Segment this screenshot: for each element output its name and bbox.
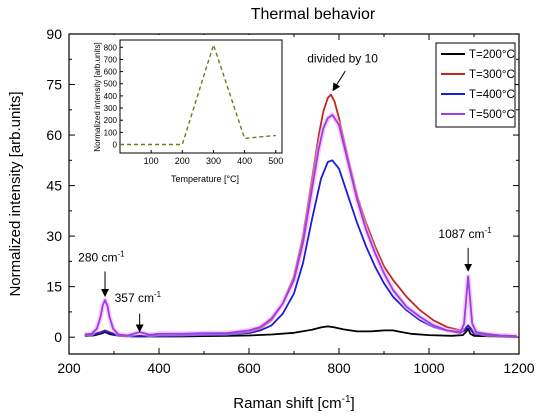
inset-series-line: [120, 42, 276, 146]
inset-y-tick-label: 100: [104, 128, 118, 137]
x-axis-label-superscript: -1: [342, 394, 351, 405]
ann-divided-arrow: [332, 70, 346, 92]
y-tick-label: 0: [54, 329, 62, 345]
y-axis-label: Normalized intensity [arb.units]: [7, 91, 24, 296]
inset-y-tick-label: 200: [104, 116, 118, 125]
x-axis-label: Raman shift [cm-1]: [233, 394, 354, 412]
inset-x-tick-label: 100: [144, 156, 159, 166]
ann-280-label: 280 cm-1: [78, 249, 125, 264]
inset-y-tick-label: 700: [104, 55, 118, 64]
inset-series-group: [120, 42, 276, 146]
inset-y-tick-label: 500: [104, 80, 118, 89]
inset-x-tick-label: 300: [206, 156, 221, 166]
y-tick-label: 75: [46, 77, 62, 93]
x-axis-label-end: ]: [351, 395, 355, 412]
inset-plot-frame: [119, 39, 283, 154]
y-tick-label: 60: [46, 127, 62, 143]
inset-chart: 100 200 300 400 500 0 100 200 300 400 500 600 700 800…: [89, 35, 285, 184]
legend-label: T=300°C: [469, 69, 515, 81]
x-tick-label: 600: [237, 360, 261, 376]
x-axis-label-main: Raman shift [cm: [233, 395, 341, 412]
inset-background: [89, 35, 285, 166]
ann-1087-label: 1087 cm-1: [438, 226, 492, 241]
inset-y-tick-label: 600: [104, 68, 118, 77]
y-tick-label: 15: [46, 279, 62, 295]
legend-label: T=400°C: [469, 89, 515, 101]
main-series-group: [84, 93, 517, 339]
inset-x-axis-label: Temperature [°C]: [171, 174, 239, 184]
x-tick-label: 200: [57, 360, 81, 376]
x-tick-label: 1200: [503, 360, 534, 376]
ann-357-label: 357 cm-1: [115, 290, 162, 305]
legend: T=200°C T=300°C T=400°C T=500°C: [435, 42, 516, 128]
x-tick-label: 400: [147, 360, 171, 376]
y-tick-label: 45: [46, 178, 62, 194]
inset-axis-ticks: 100 200 300 400 500 0 100 200 300 400 500 600 700 800: [104, 43, 284, 166]
inset-y-tick-label: 0: [113, 140, 118, 149]
y-tick-label: 90: [46, 26, 62, 42]
series-line-500c: [84, 113, 517, 337]
inset-y-axis-label: Normalized intensity [arb.units]: [93, 42, 102, 151]
inset-y-tick-label: 300: [104, 104, 118, 113]
legend-label: T=500°C: [469, 109, 515, 121]
main-annotations: 280 cm-1 357 cm-1 1087 cm-1 divided by 10: [78, 52, 492, 333]
inset-x-tick-label: 200: [175, 156, 190, 166]
y-tick-label: 30: [46, 228, 62, 244]
legend-items: T=200°C T=300°C T=400°C T=500°C: [441, 49, 515, 121]
inset-y-tick-label: 800: [104, 43, 118, 52]
inset-x-tick-label: 500: [268, 156, 283, 166]
legend-label: T=200°C: [469, 49, 515, 61]
x-tick-label: 1000: [413, 360, 444, 376]
inset-x-tick-label: 400: [237, 156, 252, 166]
chart-title: Thermal behavior: [251, 6, 376, 23]
x-tick-label: 800: [327, 360, 351, 376]
ann-divided-label: divided by 10: [307, 52, 378, 66]
inset-y-tick-label: 400: [104, 92, 118, 101]
